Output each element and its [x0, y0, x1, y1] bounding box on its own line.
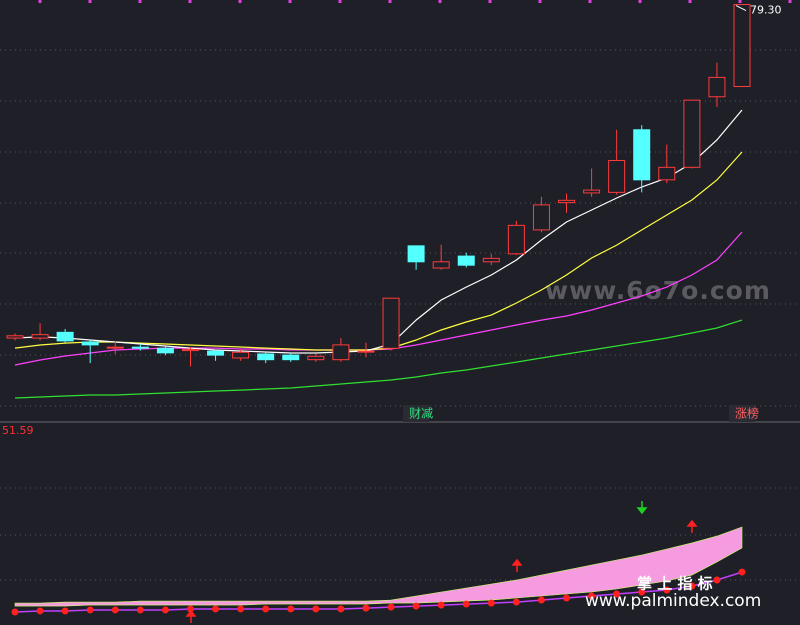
candle-body [307, 355, 325, 361]
candle-body [432, 261, 450, 269]
candle-body [56, 331, 74, 342]
candle-body [257, 353, 275, 361]
candle-body [232, 351, 250, 359]
candle-body [507, 224, 525, 255]
indicator-dot [186, 605, 194, 613]
footer-title: 掌 上 指 标 [637, 575, 713, 593]
annotation: 财减 [409, 407, 433, 421]
candle-body [532, 204, 550, 231]
indicator-dot [663, 586, 671, 594]
indicator-dot [512, 598, 520, 606]
top-marker [488, 0, 492, 3]
candle-body [6, 335, 24, 339]
indicator-dot [462, 600, 470, 608]
top-marker [188, 0, 192, 3]
indicator-dot [688, 582, 696, 590]
candle-body [282, 354, 300, 361]
indicator-dot [537, 596, 545, 604]
top-marker [88, 0, 92, 3]
top-marker [138, 0, 142, 3]
indicator-dot [563, 594, 571, 602]
top-marker [588, 0, 592, 3]
indicator-dot [86, 606, 94, 614]
ma-line [14, 319, 743, 399]
candle-body [156, 347, 174, 354]
indicator-dot [362, 604, 370, 612]
indicator-dot [588, 592, 596, 600]
top-marker [238, 0, 242, 3]
ma-line [14, 151, 743, 351]
candle-body [332, 344, 350, 361]
top-marker [788, 0, 792, 3]
max-pointer [735, 5, 747, 12]
indicator-dot [161, 606, 169, 614]
signal-arrow [511, 558, 523, 572]
signal-arrow [185, 609, 197, 623]
indicator-dot [713, 576, 721, 584]
candle-body [382, 297, 400, 349]
indicator-dot [638, 588, 646, 596]
signal-arrow [686, 519, 698, 533]
footer-url: www.palmindex.com [585, 591, 761, 611]
indicator-top-label: 51.59 [2, 424, 34, 437]
top-marker [638, 0, 642, 3]
ma-line [14, 109, 743, 354]
indicator-line [14, 571, 743, 613]
candle-body [106, 346, 124, 349]
signal-arrow [636, 501, 648, 515]
candle-body [708, 76, 726, 98]
indicator-dot [262, 605, 270, 613]
top-marker [738, 0, 742, 3]
indicator-dot [437, 601, 445, 609]
candle-body [357, 350, 375, 353]
top-marker [288, 0, 292, 3]
indicator-dot [111, 606, 119, 614]
indicator-dot [312, 605, 320, 613]
top-marker [38, 0, 42, 3]
annotation: 涨榜 [735, 406, 759, 421]
candle-body [181, 348, 199, 352]
top-marker [438, 0, 442, 3]
candle-body [207, 350, 225, 356]
top-marker [388, 0, 392, 3]
indicator-band [14, 526, 743, 607]
indicator-dot [412, 602, 420, 610]
indicator-dot [237, 605, 245, 613]
indicator-dot [287, 605, 295, 613]
candle-body [558, 199, 576, 204]
candle-body [457, 255, 475, 266]
indicator-dot [387, 603, 395, 611]
candle-body [608, 159, 626, 193]
indicator-dot [61, 607, 69, 615]
candle-body [81, 341, 99, 346]
candle-body [633, 129, 651, 181]
candle-body [658, 166, 676, 181]
indicator-dot [36, 607, 44, 615]
max-label: 79.30 [750, 4, 782, 17]
top-marker [338, 0, 342, 3]
annotation-box [729, 405, 755, 422]
candle-body [407, 245, 425, 263]
indicator-dot [487, 599, 495, 607]
indicator-dot [11, 608, 19, 616]
candle-body [583, 189, 601, 194]
annotation-box [403, 405, 430, 422]
indicator-dot [738, 568, 746, 576]
indicator-dot [136, 606, 144, 614]
candle-body [683, 99, 701, 168]
indicator-dot [613, 590, 621, 598]
candle-body [482, 257, 500, 263]
indicator-dot [212, 605, 220, 613]
candle-body [131, 346, 149, 349]
candle-body [733, 4, 751, 88]
candle-body [31, 334, 49, 339]
top-marker [538, 0, 542, 3]
top-marker [688, 0, 692, 3]
indicator-dot [337, 605, 345, 613]
